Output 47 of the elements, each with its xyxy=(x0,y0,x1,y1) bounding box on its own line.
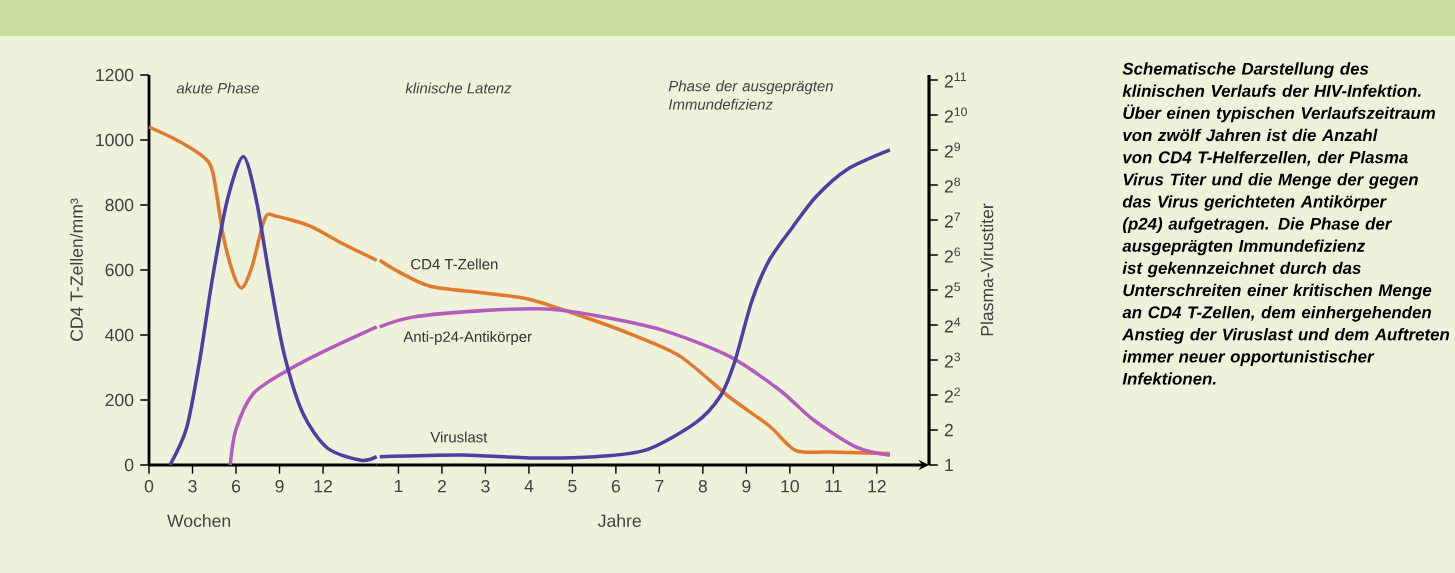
annotation: akute Phase xyxy=(176,82,259,94)
y-tick-label: 600 xyxy=(105,263,134,277)
y2-axis-title: Plasma-Virustiter xyxy=(980,203,994,336)
y2-tick-label: 2$^{8}$ xyxy=(944,177,961,193)
y2-tick-label: 2$^{2}$ xyxy=(944,387,961,403)
x-tick-label: 6 xyxy=(611,480,621,493)
x-tick-label: 9 xyxy=(275,480,284,493)
y2-tick-label: 2$^{7}$ xyxy=(944,212,961,228)
x-axis-title: Jahre xyxy=(598,514,641,528)
series-label: Anti-p24-Antikörper xyxy=(403,331,532,345)
annotation: Phase der ausgeprägten Immundefizienz xyxy=(668,80,833,110)
x-tick-label: 0 xyxy=(144,480,154,493)
x-tick-label: 5 xyxy=(568,479,577,493)
y-axis-title: CD4 T-Zellen/mm³ xyxy=(69,198,83,341)
x-axis-title: Wochen xyxy=(167,514,231,528)
x-tick-label: 8 xyxy=(698,480,707,493)
y2-tick-label: 2$^{3}$ xyxy=(944,352,961,368)
text: Schematische Darstellung des klinischen Verlaufs der HIV-Infektion. Über einen typischen Verlaufszeitraum von zwölf Jahren ist die Anzahl von CD4 T-Helferzellen, der Plasma Virus Titer und die Menge der gegen das Virus gerichteten Antikörper (p24) aufgetragen. Die Phase der ausgeprägten Immundefizienz ist gekennzeichnet durch das Unterschreiten einer kritischen Menge an CD4 T-Zellen, dem einhergehenden Anstieg der Viruslast und dem Auftreten immer neuer opportunistischer Infektionen. xyxy=(1122,62,1450,385)
x-tick-label: 4 xyxy=(524,479,534,493)
x-tick-label: 3 xyxy=(481,480,490,493)
y2-tick-label: 2$^{10}$ xyxy=(944,107,967,123)
y2-tick-label: 2$^{5}$ xyxy=(944,282,961,298)
x-tick-label: 6 xyxy=(232,480,241,493)
y-tick-label: 1200 xyxy=(96,68,134,82)
x-tick-label: 12 xyxy=(314,480,332,493)
series-label: Viruslast xyxy=(430,431,488,443)
x-tick-label: 12 xyxy=(868,480,886,493)
y-tick-label: 400 xyxy=(105,328,134,342)
y2-tick-label: 2$^{11}$ xyxy=(944,72,966,88)
x-tick-label: 3 xyxy=(188,480,197,493)
x-tick-label: 9 xyxy=(742,480,751,493)
x-tick-label: 7 xyxy=(655,479,664,493)
y2-tick-label: 2 xyxy=(944,423,953,437)
series-label: CD4 T-Zellen xyxy=(411,258,498,270)
y-tick-label: 800 xyxy=(105,198,134,212)
y2-tick-label: 2$^{4}$ xyxy=(944,317,961,333)
y2-tick-label: 2$^{6}$ xyxy=(944,247,961,263)
x-tick-label: 10 xyxy=(781,480,799,493)
y-tick-label: 200 xyxy=(105,393,134,407)
y-tick-label: 0 xyxy=(124,458,134,472)
x-tick-label: 1 xyxy=(394,479,403,493)
annotation: klinische Latenz xyxy=(405,82,512,94)
x-tick-label: 2 xyxy=(437,480,446,493)
y-tick-label: 1000 xyxy=(96,133,134,147)
y2-tick-label: 1 xyxy=(945,458,953,472)
x-tick-label: 11 xyxy=(825,479,842,493)
y2-tick-label: 2$^{9}$ xyxy=(944,142,961,158)
